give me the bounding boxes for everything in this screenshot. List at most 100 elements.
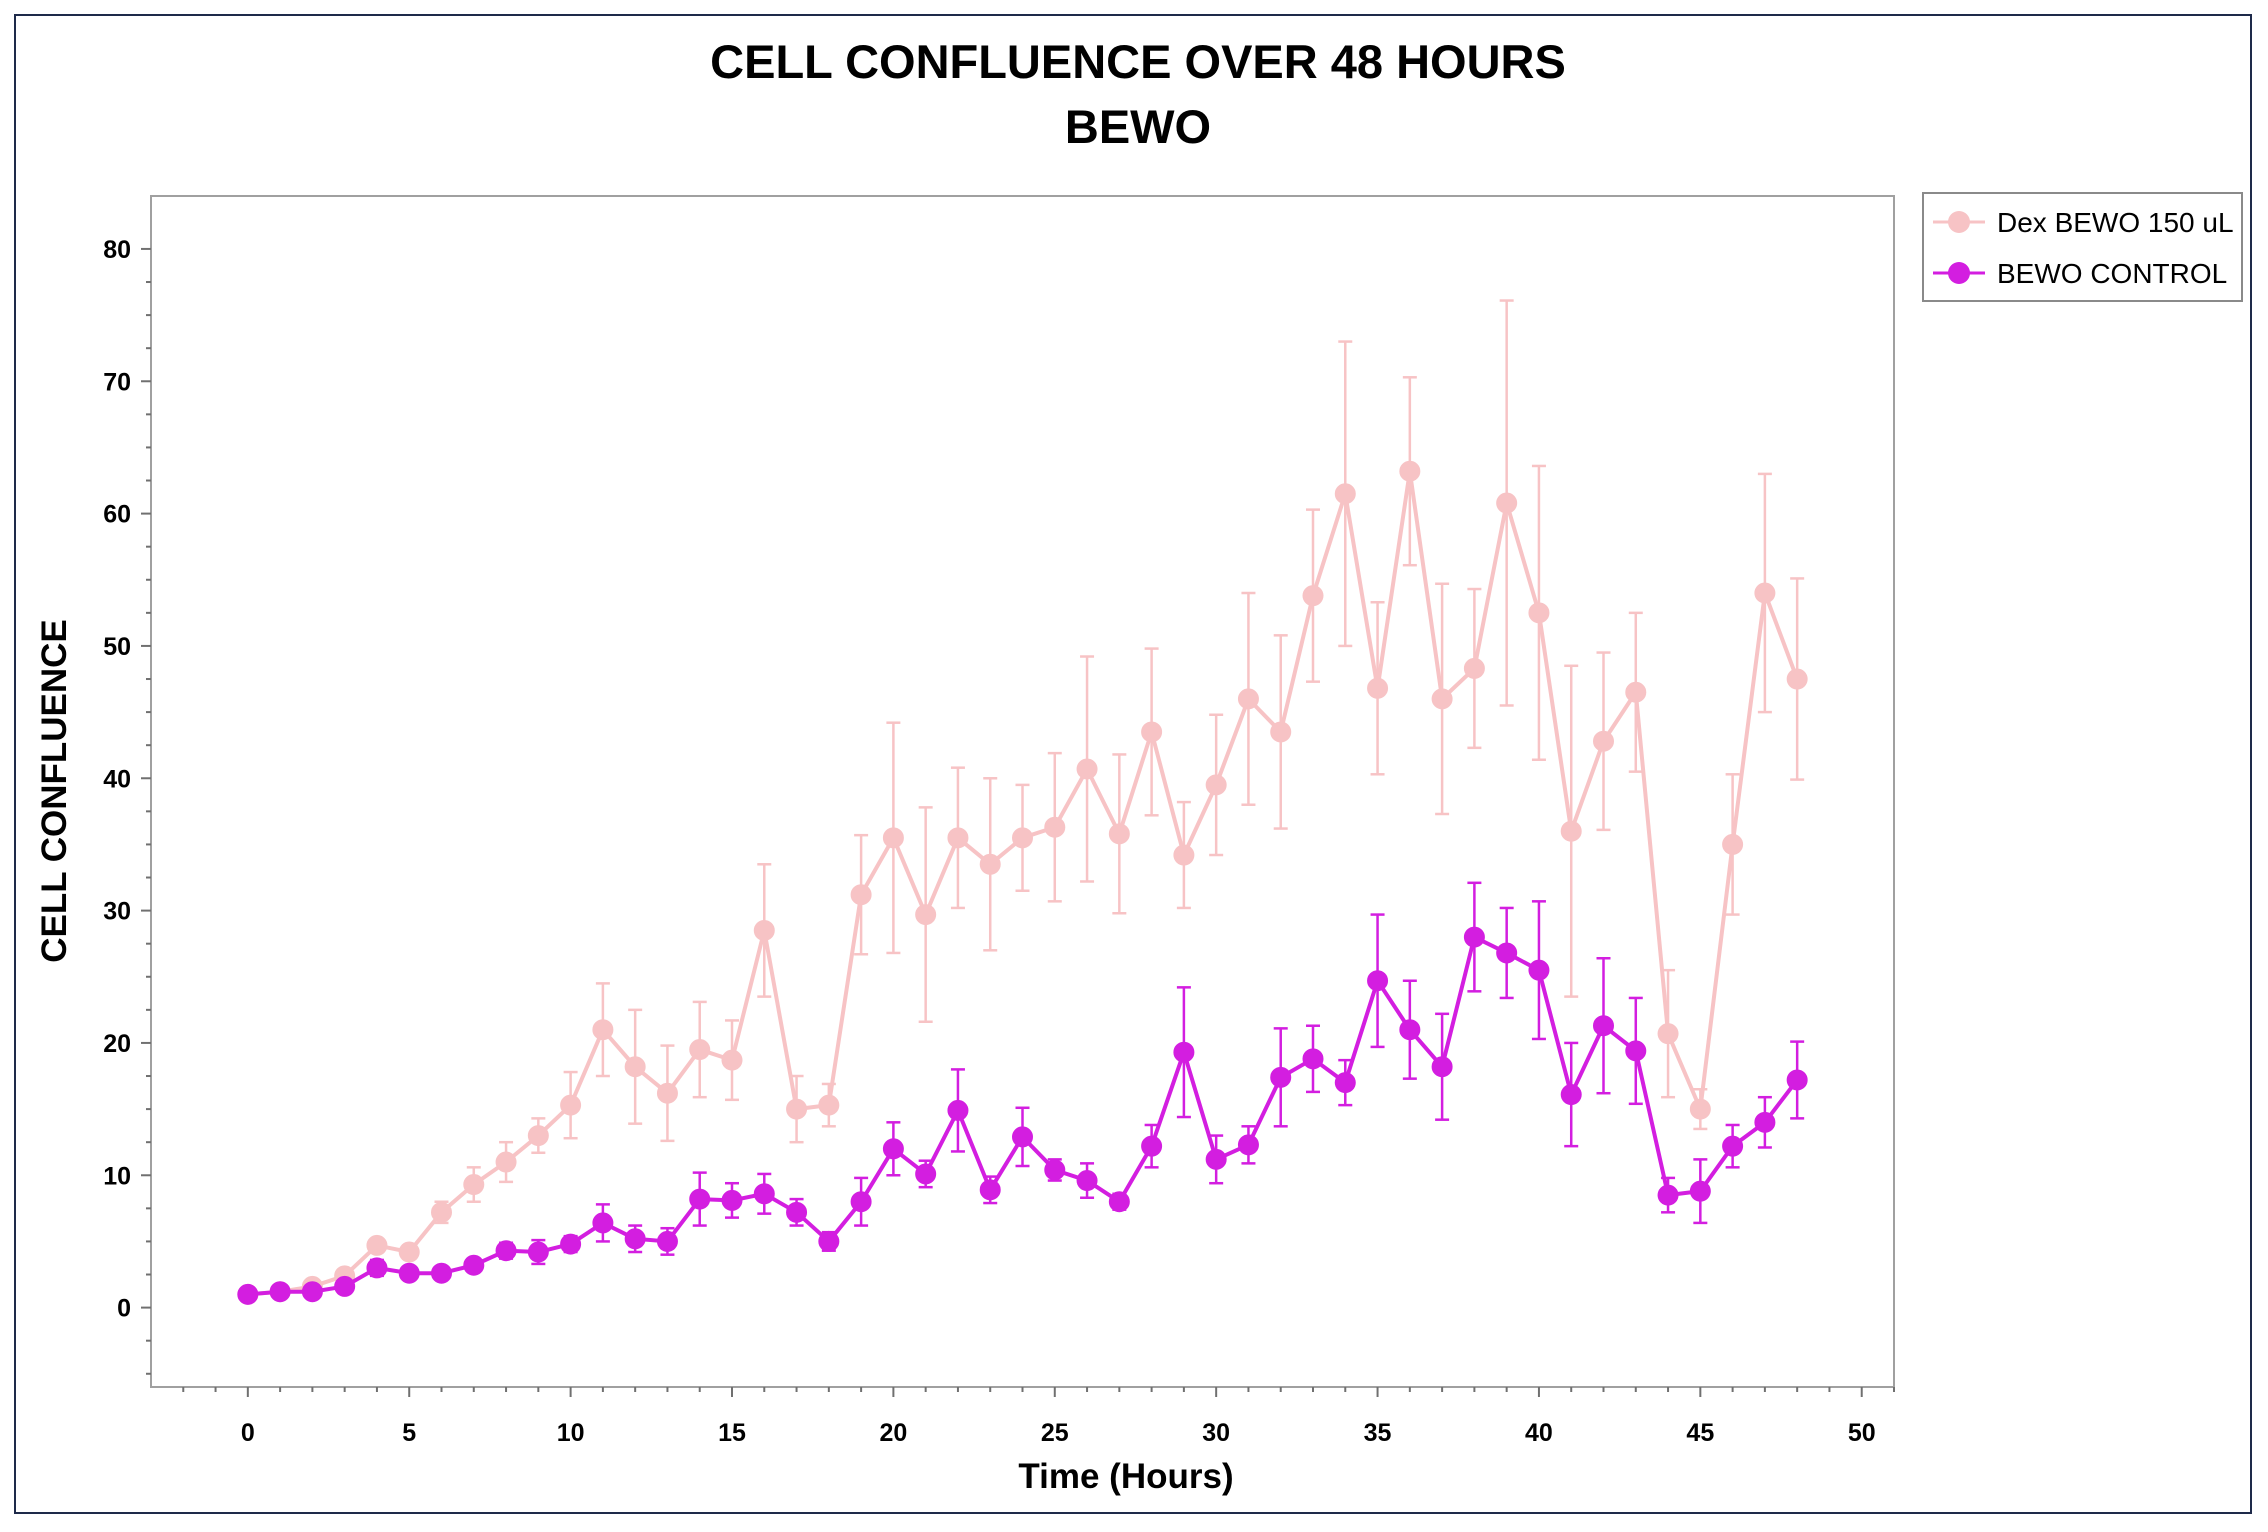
data-point — [237, 1283, 259, 1305]
data-point — [882, 1138, 904, 1160]
x-tick-label: 5 — [402, 1419, 416, 1447]
data-point — [1334, 483, 1356, 505]
legend: Dex BEWO 150 uL BEWO CONTROL — [1922, 192, 2243, 302]
data-point — [495, 1151, 517, 1173]
data-point — [624, 1228, 646, 1250]
x-tick-label: 20 — [879, 1419, 907, 1447]
y-axis-label: CELL CONFLUENCE — [35, 619, 74, 963]
data-point — [689, 1039, 711, 1061]
data-point — [592, 1212, 614, 1234]
y-tick-label: 50 — [103, 633, 131, 661]
x-tick-label: 35 — [1364, 1419, 1392, 1447]
x-tick-label: 50 — [1848, 1419, 1876, 1447]
data-point — [786, 1201, 808, 1223]
data-point — [1108, 823, 1130, 845]
data-point — [1076, 758, 1098, 780]
x-tick-label: 25 — [1041, 1419, 1069, 1447]
y-tick-label: 40 — [103, 765, 131, 793]
data-point — [721, 1049, 743, 1071]
x-axis-label: Time (Hours) — [1018, 1457, 1233, 1496]
x-axis: 0 5 10 15 20 25 30 35 40 45 50 — [182, 1387, 1895, 1447]
data-point — [1044, 1159, 1066, 1181]
data-point — [1463, 926, 1485, 948]
data-point — [431, 1262, 452, 1284]
y-axis: 0 10 20 30 40 50 60 70 80 — [103, 236, 151, 1375]
data-point — [1173, 1041, 1195, 1063]
data-point — [1593, 730, 1614, 752]
data-point — [1431, 1056, 1453, 1078]
chart-frame: CELL CONFLUENCE OVER 48 HOURS BEWO 0 10 20… — [14, 14, 2252, 1514]
data-point — [463, 1174, 485, 1196]
data-point — [366, 1234, 388, 1256]
data-point — [269, 1281, 291, 1303]
x-tick-label: 10 — [557, 1419, 585, 1447]
data-point — [1496, 492, 1518, 514]
data-point — [1302, 585, 1324, 607]
data-point — [1270, 1066, 1292, 1088]
data-point — [1722, 1135, 1744, 1157]
y-tick-label: 0 — [117, 1295, 131, 1323]
legend-box — [1922, 192, 2243, 302]
data-point — [1528, 602, 1550, 624]
data-point — [915, 904, 937, 926]
data-point — [721, 1189, 743, 1211]
series-control — [237, 881, 1808, 1305]
x-tick-label: 0 — [241, 1419, 255, 1447]
data-point — [1463, 657, 1485, 679]
data-point — [495, 1240, 517, 1262]
data-point — [1173, 844, 1195, 866]
data-point — [1141, 721, 1163, 743]
data-point — [1657, 1023, 1679, 1045]
data-point — [1625, 1040, 1647, 1062]
data-point — [979, 1179, 1001, 1201]
data-point — [527, 1125, 549, 1147]
data-point — [1431, 688, 1453, 710]
data-point — [1786, 1069, 1808, 1091]
data-point — [1689, 1098, 1711, 1120]
chart: CELL CONFLUENCE OVER 48 HOURS BEWO 0 10 20… — [35, 35, 2243, 1496]
data-point — [1754, 1111, 1776, 1133]
data-point — [1786, 668, 1808, 690]
legend-label-dex: Dex BEWO 150 uL — [1997, 207, 2234, 238]
data-point — [1399, 1019, 1421, 1041]
series-layer — [237, 299, 1808, 1305]
data-point — [1012, 1126, 1033, 1148]
y-tick-label: 30 — [103, 898, 131, 926]
data-point — [979, 853, 1001, 875]
data-point — [1625, 681, 1647, 703]
data-point — [753, 919, 775, 941]
data-point — [1012, 827, 1033, 849]
data-point — [1205, 1148, 1227, 1170]
data-point — [947, 827, 969, 849]
data-point — [850, 1191, 872, 1213]
data-point — [1108, 1191, 1130, 1213]
x-tick-label: 45 — [1686, 1419, 1714, 1447]
data-point — [1496, 942, 1518, 964]
data-point — [1205, 774, 1227, 796]
chart-subtitle: BEWO — [1065, 100, 1211, 153]
y-tick-label: 10 — [103, 1162, 131, 1190]
data-point — [334, 1275, 356, 1297]
data-point — [592, 1019, 614, 1041]
data-point — [850, 884, 872, 906]
data-point — [1593, 1015, 1614, 1037]
legend-swatch-marker-dex — [1948, 211, 1970, 233]
data-point — [1399, 460, 1421, 482]
data-point — [882, 827, 904, 849]
data-point — [1754, 582, 1776, 604]
x-tick-label: 30 — [1202, 1419, 1230, 1447]
data-point — [1076, 1170, 1098, 1192]
data-point — [656, 1230, 678, 1252]
data-point — [1367, 970, 1389, 992]
x-tick-label: 40 — [1525, 1419, 1553, 1447]
data-point — [1237, 1134, 1259, 1156]
data-point — [1657, 1184, 1679, 1206]
legend-swatch-marker-control — [1948, 262, 1970, 284]
data-point — [1722, 833, 1744, 855]
y-tick-label: 60 — [103, 501, 131, 529]
data-point — [1270, 721, 1292, 743]
data-point — [689, 1188, 711, 1210]
data-point — [753, 1183, 775, 1205]
data-point — [463, 1254, 485, 1276]
y-tick-label: 70 — [103, 368, 131, 396]
